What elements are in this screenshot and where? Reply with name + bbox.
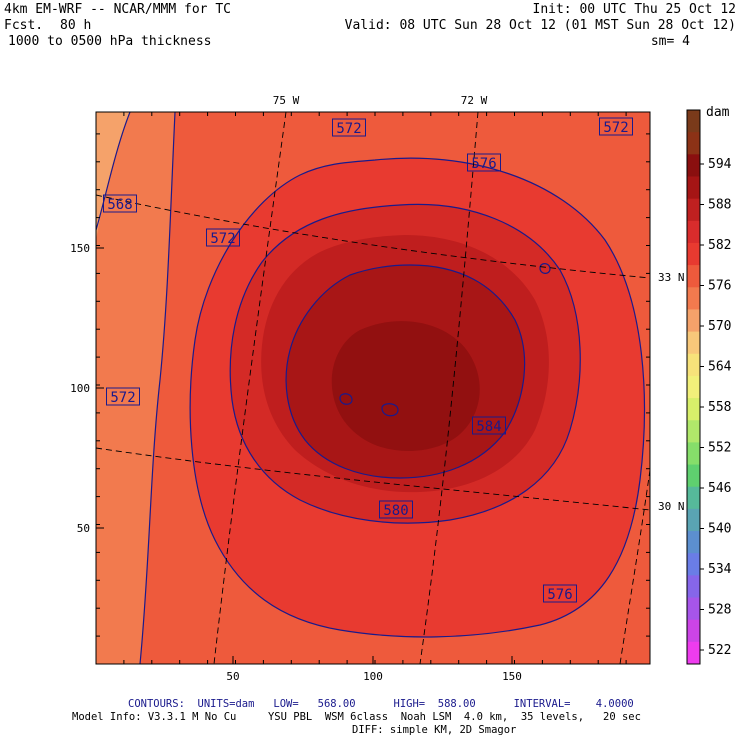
- latitude-33n-line: [96, 194, 650, 279]
- colorbar-label: 534: [708, 562, 732, 577]
- colorbar-label: 540: [708, 522, 731, 537]
- lat-lon-labels: 75 W 72 W 33 N 30 N: [273, 94, 685, 513]
- contour-label-box: [599, 117, 633, 136]
- colorbar-swatch: [687, 575, 700, 599]
- field-name: 1000 to 0500 hPa thickness: [8, 34, 212, 49]
- colorbar-swatch: [687, 198, 700, 222]
- valid-time: Valid: 08 UTC Sun 28 Oct 12 (01 MST Sun …: [344, 18, 736, 33]
- colorbar-label: 552: [708, 441, 731, 456]
- colorbar-swatch: [687, 420, 700, 443]
- contour-label-box: [106, 387, 140, 406]
- contour-label: 572: [210, 231, 235, 247]
- colorbar-label: 582: [708, 238, 731, 253]
- contour-label-box: [472, 416, 506, 435]
- colorbar-swatch: [687, 398, 700, 421]
- diffusion-info: DIFF: simple KM, 2D Smagor: [352, 724, 517, 736]
- longitude-75w-line: [213, 112, 287, 664]
- contour-568-line: [96, 112, 131, 231]
- latitude-label: 33 N: [658, 271, 685, 284]
- x-tick-label: 100: [363, 670, 383, 683]
- contour-label-box: [206, 228, 240, 247]
- contour-label: 576: [547, 587, 572, 603]
- contour-572-line: [139, 112, 176, 664]
- colorbar-label: 564: [708, 360, 732, 375]
- fill-band-7: [331, 321, 480, 452]
- colorbar-swatch: [687, 442, 700, 466]
- colorbar: dam 594 588 582 576 570 564 558 552 546 540 534 528 5…: [686, 105, 732, 665]
- contour-label: 576: [471, 156, 496, 172]
- colorbar-swatch: [687, 176, 700, 200]
- model-info: Model Info: V3.3.1 M No Cu YSU PBL WSM 6…: [72, 711, 641, 723]
- contour-label: 568: [107, 197, 132, 213]
- colorbar-swatch: [687, 242, 700, 266]
- contour-580-line: [229, 203, 581, 524]
- forecast-label: Fcst.: [4, 18, 44, 33]
- colorbar-label: 546: [708, 481, 731, 496]
- colorbar-swatch: [687, 353, 700, 377]
- colorbar-swatch: [687, 597, 700, 621]
- contour-labels: 572 572 576 568 572 572 584 580 576: [103, 117, 633, 603]
- colorbar-label: 576: [708, 279, 731, 294]
- contour-small-cell-line: [539, 263, 551, 274]
- colorbar-swatch: [687, 265, 700, 288]
- colorbar-label: 528: [708, 603, 731, 618]
- latitude-label: 30 N: [658, 500, 685, 513]
- filled-thickness-field: 572 572 576 568 572 572 584 580 576: [96, 112, 650, 664]
- model-title: 4km EM-WRF -- NCAR/MMM for TC: [4, 2, 231, 17]
- colorbar-label: 588: [708, 198, 731, 213]
- contour-584-line: [285, 264, 526, 479]
- colorbar-swatch: [687, 486, 700, 510]
- colorbar-swatch: [687, 110, 700, 133]
- colorbar-swatch: [687, 641, 700, 665]
- contour-label-box: [332, 118, 366, 137]
- y-tick-label: 50: [77, 522, 90, 535]
- contour-588-line: [339, 393, 399, 417]
- contour-label-box: [543, 584, 577, 603]
- colorbar-label: 558: [708, 400, 731, 415]
- contour-lines: [96, 112, 645, 664]
- contour-label-box: [467, 153, 501, 172]
- colorbar-swatch: [687, 154, 700, 177]
- colorbar-swatch: [687, 132, 700, 155]
- contour-label-box: [103, 194, 137, 213]
- colorbar-swatch: [687, 375, 700, 399]
- colorbar-swatch: [687, 531, 700, 554]
- colorbar-label: 594: [708, 157, 732, 172]
- smoothing-label: sm= 4: [650, 34, 690, 49]
- longitude-69w-line: [619, 469, 650, 664]
- colorbar-label: 570: [708, 319, 731, 334]
- contour-label-box: [379, 500, 413, 519]
- axis-tick-marks: [95, 112, 650, 665]
- colorbar-swatch: [687, 619, 700, 643]
- colorbar-label: 522: [708, 643, 731, 658]
- colorbar-swatch: [687, 508, 700, 532]
- forecast-hour: 80 h: [60, 18, 92, 33]
- lat-lon-grid: [96, 112, 650, 664]
- colorbar-unit: dam: [706, 105, 730, 120]
- longitude-label: 75 W: [273, 94, 300, 107]
- y-tick-label: 150: [70, 242, 90, 255]
- colorbar-swatch: [687, 331, 700, 355]
- colorbar-swatch: [687, 287, 700, 310]
- axis-tick-labels: 50 100 150 150 100 50: [70, 242, 522, 683]
- colorbar-swatch: [687, 309, 700, 333]
- colorbar-frame: [686, 109, 701, 665]
- contour-label: 580: [383, 503, 408, 519]
- longitude-label: 72 W: [461, 94, 488, 107]
- contour-label: 572: [110, 390, 135, 406]
- contour-label: 572: [336, 121, 361, 137]
- contour-label: 584: [476, 419, 501, 435]
- contour-label: 572: [603, 120, 628, 136]
- contour-576-line: [189, 157, 645, 638]
- colorbar-swatch: [687, 220, 700, 244]
- x-tick-label: 150: [502, 670, 522, 683]
- colorbar-swatch: [687, 464, 700, 488]
- y-tick-label: 100: [70, 382, 90, 395]
- colorbar-swatch: [687, 553, 700, 576]
- init-time: Init: 00 UTC Thu 25 Oct 12: [532, 2, 737, 17]
- x-tick-label: 50: [226, 670, 239, 683]
- contour-info: CONTOURS: UNITS=dam LOW= 568.00 HIGH= 58…: [128, 698, 634, 710]
